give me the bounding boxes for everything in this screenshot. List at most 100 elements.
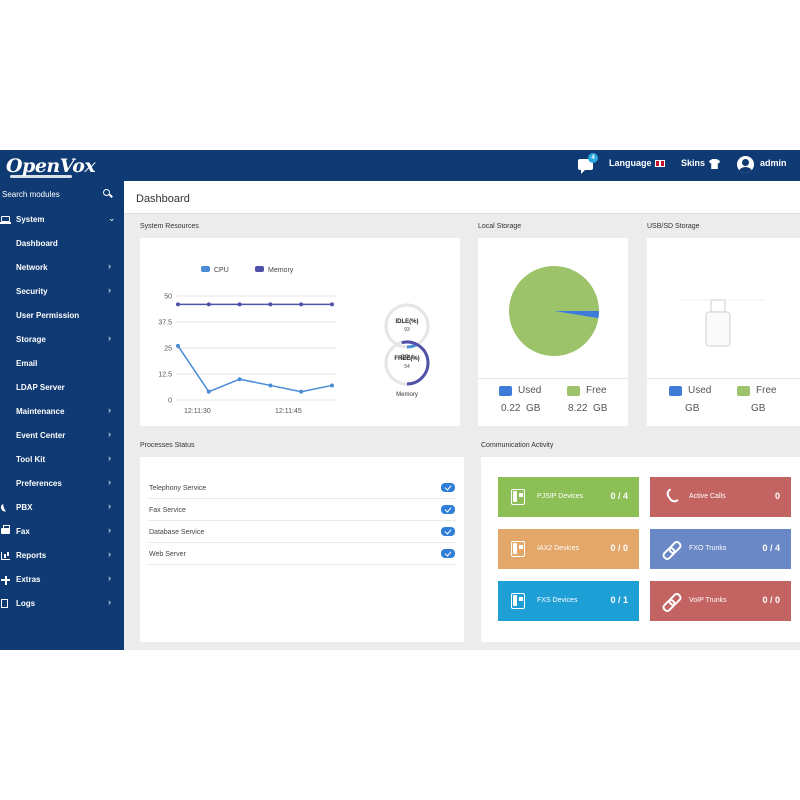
chevron-right-icon: › xyxy=(108,573,111,583)
sidebar-item-label: Tool Kit xyxy=(16,455,46,464)
usb-free-swatch xyxy=(737,386,750,396)
sidebar-item-label: Event Center xyxy=(16,431,66,440)
data-point xyxy=(299,302,304,307)
gauge-caption: Memory xyxy=(396,392,418,398)
sidebar-item-tool-kit[interactable]: Tool Kit › xyxy=(0,448,124,472)
tile-value: 0 / 0 xyxy=(610,543,628,553)
shirt-icon[interactable] xyxy=(709,159,720,169)
data-point xyxy=(206,389,211,394)
gauge-arc xyxy=(406,343,417,349)
chevron-right-icon: › xyxy=(108,333,111,343)
local-storage-title: Local Storage xyxy=(478,223,522,230)
data-point xyxy=(237,377,242,382)
messages-badge: 4 xyxy=(588,153,598,163)
app-window: OpenVox 4 Language Skins admin Search mo… xyxy=(0,150,800,650)
sidebar-item-label: Extras xyxy=(16,575,41,584)
y-tick-label: 12.5 xyxy=(158,372,172,379)
process-row: Telephony Service xyxy=(148,477,456,499)
usb-drive-icon xyxy=(682,299,765,347)
status-check-icon xyxy=(441,549,455,558)
sidebar-item-event-center[interactable]: Event Center › xyxy=(0,424,124,448)
pie-slice-used xyxy=(554,310,599,319)
sidebar-item-logs[interactable]: Logs › xyxy=(0,592,124,616)
chevron-right-icon: › xyxy=(108,597,111,607)
search-icon[interactable] xyxy=(103,189,110,196)
chevron-right-icon: › xyxy=(108,261,111,271)
sidebar-item-label: Maintenance xyxy=(16,407,65,416)
processes-status-title: Processes Status xyxy=(140,442,195,449)
chevron-right-icon: › xyxy=(108,525,111,535)
laptop-icon xyxy=(0,216,11,224)
divider xyxy=(647,378,800,379)
sidebar-item-security[interactable]: Security › xyxy=(0,280,124,304)
search-input[interactable]: Search modules xyxy=(2,190,60,199)
link-icon xyxy=(662,541,680,557)
tile-value: 0 / 4 xyxy=(762,543,780,553)
chevron-right-icon: › xyxy=(108,285,111,295)
chevron-down-icon: ⌄ xyxy=(108,213,116,223)
free-value: 8.22 GB xyxy=(568,403,608,414)
tile-active-calls[interactable]: Active Calls 0 xyxy=(650,477,791,517)
skins-menu[interactable]: Skins xyxy=(681,158,706,168)
tile-label: FXO Trunks xyxy=(689,545,727,552)
sidebar-item-label: Logs xyxy=(16,599,36,608)
tile-label: PJSIP Devices xyxy=(537,493,584,500)
handset-icon xyxy=(664,488,679,505)
search-modules[interactable]: Search modules xyxy=(0,181,124,207)
avatar[interactable] xyxy=(737,156,754,173)
chevron-right-icon: › xyxy=(108,549,111,559)
openvox-logo[interactable]: OpenVox xyxy=(6,155,96,177)
data-point xyxy=(176,302,180,307)
tile-fxs-devices[interactable]: FXS Devices 0 / 1 xyxy=(498,581,639,621)
sidebar-item-email[interactable]: Email xyxy=(0,352,124,376)
sidebar-item-extras[interactable]: Extras › xyxy=(0,568,124,592)
y-tick-label: 50 xyxy=(164,294,172,301)
tile-pjsip-devices[interactable]: PJSIP Devices 0 / 4 xyxy=(498,477,639,517)
series-line-cpu xyxy=(177,345,333,393)
chevron-right-icon: › xyxy=(108,477,111,487)
status-check-icon xyxy=(441,527,455,536)
tile-fxo-trunks[interactable]: FXO Trunks 0 / 4 xyxy=(650,529,791,569)
gauge-label: IDLE(%) xyxy=(396,319,419,325)
usb-free-label: Free xyxy=(756,385,777,396)
uk-flag-icon[interactable] xyxy=(655,160,665,167)
sidebar-item-ldap-server[interactable]: LDAP Server xyxy=(0,376,124,400)
data-point xyxy=(330,302,334,307)
data-point xyxy=(299,389,304,394)
sidebar-item-storage[interactable]: Storage › xyxy=(0,328,124,352)
tile-voip-trunks[interactable]: VoIP Trunks 0 / 0 xyxy=(650,581,791,621)
data-point xyxy=(268,302,273,307)
sidebar-item-fax[interactable]: Fax › xyxy=(0,520,124,544)
language-menu[interactable]: Language xyxy=(609,158,652,168)
chevron-right-icon: › xyxy=(108,453,111,463)
phone-icon xyxy=(0,503,8,513)
user-menu[interactable]: admin xyxy=(760,158,787,168)
status-check-icon xyxy=(441,483,455,492)
legend-swatch xyxy=(255,266,264,272)
sidebar-item-label: Dashboard xyxy=(16,239,58,248)
sidebar-item-maintenance[interactable]: Maintenance › xyxy=(0,400,124,424)
sidebar-item-reports[interactable]: Reports › xyxy=(0,544,124,568)
used-label: Used xyxy=(518,385,542,396)
legend-label: CPU xyxy=(214,267,229,274)
sidebar-item-dashboard[interactable]: Dashboard xyxy=(0,232,124,256)
sidebar-item-pbx[interactable]: PBX › xyxy=(0,496,124,520)
sidebar-item-preferences[interactable]: Preferences › xyxy=(0,472,124,496)
tile-value: 0 xyxy=(774,491,780,501)
sidebar-item-user-permission[interactable]: User Permission xyxy=(0,304,124,328)
tile-iax2-devices[interactable]: IAX2 Devices 0 / 0 xyxy=(498,529,639,569)
sidebar-item-system[interactable]: System ⌄ xyxy=(0,208,124,232)
local-storage-pie xyxy=(509,266,599,357)
processes-panel: Telephony Service Fax Service Database Ser… xyxy=(140,457,464,642)
file-icon xyxy=(1,599,8,608)
gauge-caption: CPU xyxy=(401,355,414,361)
gauge-label: FREE(%) xyxy=(394,356,419,362)
usb-used-value: GB xyxy=(685,403,700,414)
sidebar-item-label: LDAP Server xyxy=(16,383,65,392)
data-point xyxy=(176,343,180,348)
sidebar-item-network[interactable]: Network › xyxy=(0,256,124,280)
messages-icon[interactable] xyxy=(578,159,593,174)
usb-used-label: Used xyxy=(688,385,712,396)
legend-label: Memory xyxy=(268,267,294,274)
process-name: Web Server xyxy=(149,551,186,558)
